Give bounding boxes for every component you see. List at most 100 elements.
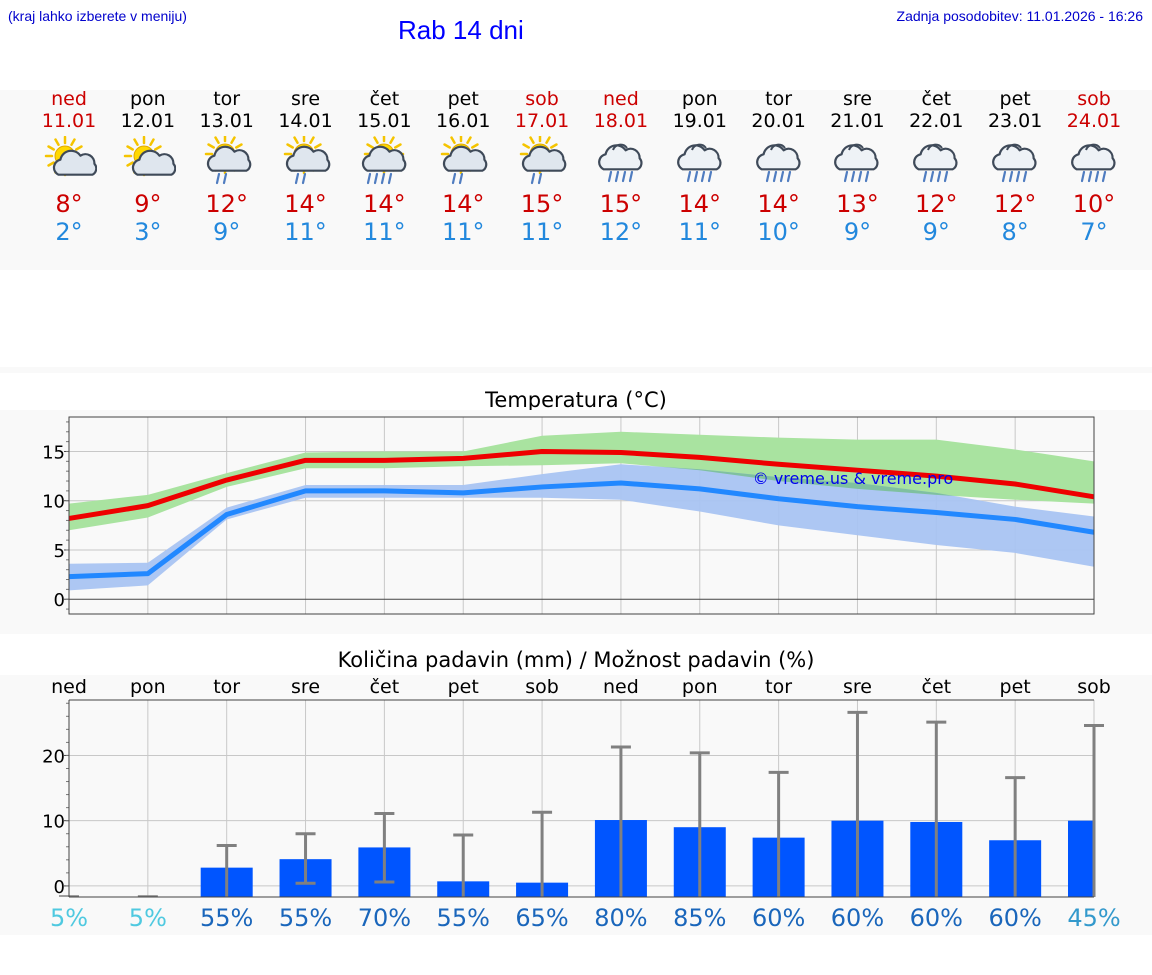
precipitation-chance-label: 85% <box>673 904 726 932</box>
max-temperature: 12° <box>205 190 248 218</box>
precipitation-chart: ned pon tor sre čet pet sob ned pon tor sre čet pet s… <box>42 676 1121 932</box>
max-temperature: 14° <box>678 190 722 218</box>
cloud-rain-icon <box>834 143 879 183</box>
max-temperature: 15° <box>599 190 643 218</box>
min-temperature-line <box>68 480 1095 580</box>
day-date: 15.01 <box>357 110 412 132</box>
day-column: sob 17.01 15° 11° <box>502 88 582 246</box>
day-column: ned 18.01 15° 12° <box>581 88 661 246</box>
min-temperature: 3° <box>134 218 162 246</box>
day-date: 19.01 <box>672 110 727 132</box>
day-column: pet 23.01 12° 8° <box>975 88 1055 246</box>
max-temperature: 15° <box>520 190 564 218</box>
day-column: čet 15.01 14° 11° <box>344 88 424 246</box>
min-temperature: 11° <box>441 218 485 246</box>
day-column: pet 16.01 14° 11° <box>423 88 503 246</box>
x-category-label: tor <box>765 676 792 698</box>
min-temperature: 11° <box>678 218 722 246</box>
precipitation-chance-label: 65% <box>515 904 568 932</box>
cloud-rain-icon <box>598 143 643 183</box>
y-tick-label: 0 <box>54 877 65 898</box>
day-date: 12.01 <box>120 110 176 132</box>
min-temperature: 9° <box>843 218 872 246</box>
watermark: © vreme.us & vreme.pro <box>753 469 954 488</box>
min-temperature: 12° <box>599 218 643 246</box>
location-hint: (kraj lahko izberete v meniju) <box>8 8 187 24</box>
cloud-rain-icon <box>992 143 1037 183</box>
precipitation-chance-label: 55% <box>437 904 490 932</box>
sun-rain-icon <box>283 136 330 185</box>
day-date: 16.01 <box>436 110 491 132</box>
day-name: ned <box>51 88 87 110</box>
sun-cloud-icon <box>44 136 97 177</box>
max-temperature-line <box>68 448 1095 521</box>
day-name: sre <box>842 88 872 110</box>
day-name: ned <box>603 88 639 110</box>
cloud-rain-icon <box>913 143 958 183</box>
sun-heavy-rain-icon <box>362 136 407 185</box>
day-name: čet <box>921 88 952 110</box>
day-date: 21.01 <box>830 110 885 132</box>
day-column: pon 12.01 9° 3° <box>108 88 188 246</box>
cloud-rain-icon <box>1071 143 1116 183</box>
precipitation-chance-label: 55% <box>200 904 253 932</box>
max-temperature: 10° <box>1072 190 1116 218</box>
x-category-label: čet <box>370 676 400 698</box>
precipitation-title: Količina padavin (mm) / Možnost padavin … <box>337 648 815 672</box>
max-temperature: 8° <box>55 190 83 218</box>
x-category-label: sre <box>843 676 872 698</box>
sun-rain-icon <box>440 136 488 185</box>
precipitation-chance-label: 60% <box>752 904 805 932</box>
max-temperature: 13° <box>836 190 879 218</box>
day-name: pet <box>999 88 1031 110</box>
min-temperature: 11° <box>520 218 564 246</box>
sun-rain-icon <box>519 136 567 185</box>
day-name: sob <box>525 88 559 110</box>
x-category-label: čet <box>922 676 952 698</box>
min-temperature: 8° <box>1001 218 1029 246</box>
day-column: ned 11.01 8° 2° <box>29 88 109 246</box>
x-category-label: sre <box>291 676 320 698</box>
day-column: tor 13.01 12° 9° <box>187 88 267 246</box>
spacer-band <box>0 367 1152 373</box>
y-tick-label: 10 <box>42 492 65 513</box>
day-column: sre 14.01 14° 11° <box>266 88 346 246</box>
last-updated: Zadnja posodobitev: 11.01.2026 - 16:26 <box>896 8 1143 24</box>
max-temperature: 9° <box>134 190 162 218</box>
max-temperature: 12° <box>993 190 1037 218</box>
day-column: sob 24.01 10° 7° <box>1054 88 1134 246</box>
precipitation-chance-label: 5% <box>50 904 88 932</box>
cloud-rain-icon <box>676 143 722 183</box>
daily-forecast-band <box>0 90 1152 270</box>
max-temperature: 14° <box>363 190 406 218</box>
precipitation-chance-label: 60% <box>988 904 1041 932</box>
precipitation-chance-label: 5% <box>129 904 167 932</box>
precipitation-chance-label: 45% <box>1067 904 1120 932</box>
x-category-label: sob <box>525 676 559 698</box>
precipitation-chance-label: 60% <box>831 904 884 932</box>
x-category-label: tor <box>213 676 240 698</box>
day-date: 18.01 <box>593 110 649 132</box>
day-column: čet 22.01 12° 9° <box>896 88 976 246</box>
x-category-label: pet <box>448 676 479 698</box>
y-tick-label: 0 <box>54 590 65 611</box>
page-title: Rab 14 dni <box>398 15 524 45</box>
day-date: 23.01 <box>987 110 1043 132</box>
day-date: 14.01 <box>278 110 333 132</box>
min-temperature: 11° <box>363 218 406 246</box>
min-temperature: 11° <box>284 218 327 246</box>
day-column: pon 19.01 14° 11° <box>660 88 740 246</box>
x-category-label: pon <box>130 676 166 698</box>
day-date: 22.01 <box>909 110 964 132</box>
precipitation-chance-label: 60% <box>910 904 963 932</box>
x-category-label: sob <box>1077 676 1111 698</box>
max-temperature: 12° <box>915 190 958 218</box>
day-date: 24.01 <box>1066 110 1122 132</box>
y-tick-label: 5 <box>54 541 65 562</box>
sun-rain-icon <box>204 136 251 185</box>
cloud-rain-icon <box>755 143 801 183</box>
sun-cloud-icon <box>123 136 176 177</box>
day-name: pon <box>129 88 166 110</box>
precipitation-chance-label: 55% <box>279 904 332 932</box>
plot-frame <box>68 416 1095 615</box>
